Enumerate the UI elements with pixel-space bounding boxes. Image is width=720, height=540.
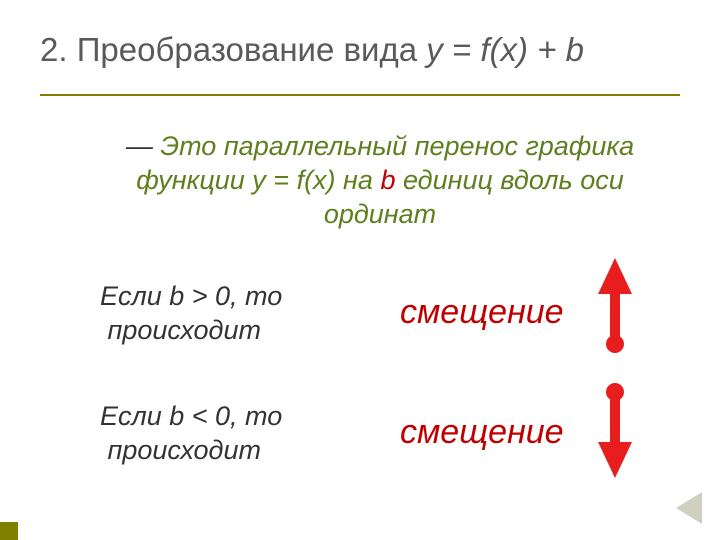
slide: 2. Преобразование вида y = f(x) + b — Эт… [0,0,720,540]
cond1-line1: Если b > 0, то [100,281,282,311]
title-prefix: 2. Преобразование вида [40,31,426,68]
desc-b: b [380,165,395,195]
condition-negative: Если b < 0, то происходит [100,400,380,468]
shift-label-up: смещение [400,293,564,332]
cond2-line2: происходит [108,435,261,465]
description-text: — Это параллельный перенос графика функц… [100,130,660,231]
slide-title: 2. Преобразование вида y = f(x) + b [40,30,690,70]
arrow-up-icon [595,258,635,358]
cond2-line1: Если b < 0, то [100,401,282,431]
condition-positive: Если b > 0, то происходит [100,280,380,348]
nav-back-button[interactable] [676,492,702,524]
title-underline [40,94,680,96]
accent-square [0,522,18,540]
arrow-down-icon [595,380,635,480]
title-formula: y = f(x) + b [426,31,584,68]
desc-dash: — [126,131,161,161]
shift-label-down: смещение [400,413,564,452]
cond1-line2: происходит [108,315,261,345]
